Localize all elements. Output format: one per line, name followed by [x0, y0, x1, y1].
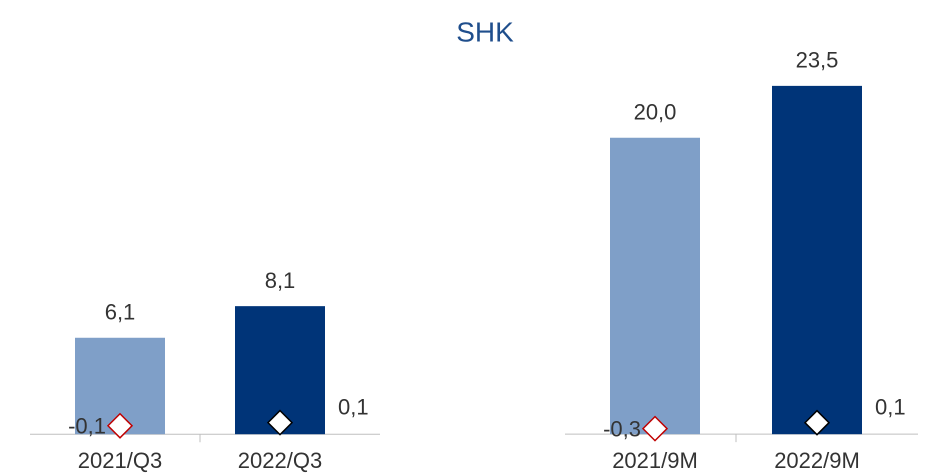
bar-value-label: 23,5: [796, 48, 839, 73]
chart-title: SHK: [456, 16, 514, 47]
x-tick-label: 2022/9M: [774, 448, 860, 473]
x-tick-label: 2021/Q3: [78, 448, 162, 473]
bar: [610, 137, 700, 435]
marker-value-label: 0,1: [338, 394, 369, 419]
diamond-marker: [803, 409, 831, 436]
marker-value-label: 0,1: [875, 395, 906, 420]
bar-value-label: 20,0: [634, 100, 677, 125]
bar-value-label: 6,1: [105, 300, 136, 325]
diamond-marker: [106, 412, 134, 439]
marker-value-label: -0,1: [68, 414, 106, 439]
x-tick-label: 2022/Q3: [238, 448, 322, 473]
bar: [772, 85, 862, 435]
diamond-marker: [641, 415, 669, 442]
marker-value-label: -0,3: [603, 416, 641, 441]
x-tick-label: 2021/9M: [612, 448, 698, 473]
bar-value-label: 8,1: [265, 268, 296, 293]
diamond-marker: [266, 409, 294, 436]
